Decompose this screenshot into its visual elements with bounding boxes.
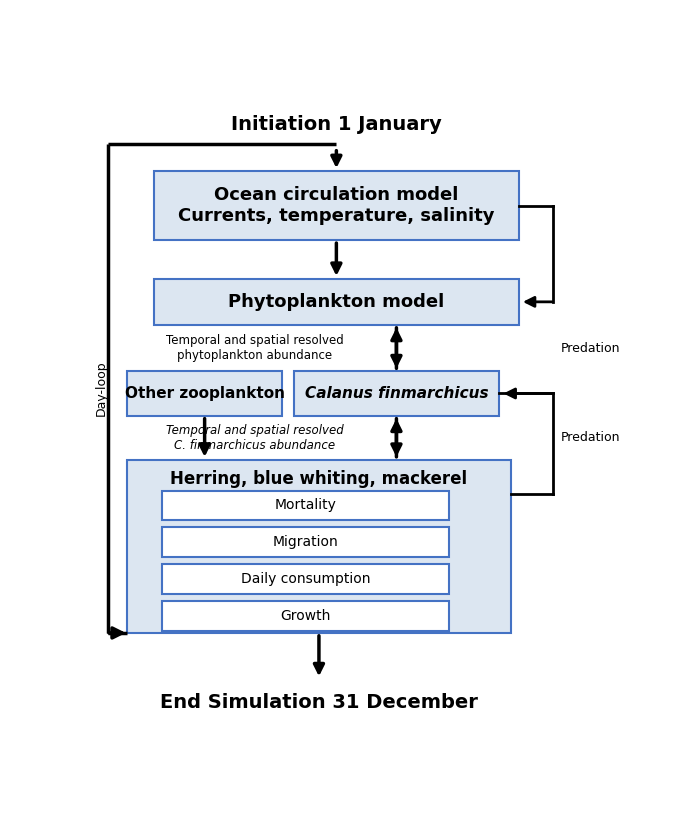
- Text: Predation: Predation: [561, 431, 621, 444]
- Bar: [162, 527, 449, 557]
- Text: Mortality: Mortality: [274, 498, 337, 512]
- Text: End Simulation 31 December: End Simulation 31 December: [160, 693, 478, 711]
- Text: Growth: Growth: [280, 609, 331, 623]
- Bar: [154, 171, 518, 240]
- Bar: [294, 371, 499, 416]
- Bar: [127, 460, 511, 633]
- Text: Predation: Predation: [561, 341, 621, 355]
- Text: Day-loop: Day-loop: [95, 361, 108, 416]
- Text: Calanus finmarchicus: Calanus finmarchicus: [305, 386, 488, 401]
- Text: Daily consumption: Daily consumption: [241, 572, 370, 586]
- Bar: [162, 491, 449, 520]
- Bar: [127, 371, 282, 416]
- Text: Phytoplankton model: Phytoplankton model: [228, 293, 445, 311]
- Bar: [162, 565, 449, 593]
- Text: Initiation 1 January: Initiation 1 January: [231, 115, 441, 134]
- Text: Temporal and spatial resolved
phytoplankton abundance: Temporal and spatial resolved phytoplank…: [166, 334, 344, 362]
- Text: Ocean circulation model
Currents, temperature, salinity: Ocean circulation model Currents, temper…: [178, 186, 495, 225]
- Bar: [162, 601, 449, 631]
- Text: Other zooplankton: Other zooplankton: [124, 386, 285, 401]
- Text: Migration: Migration: [272, 535, 338, 549]
- Text: Herring, blue whiting, mackerel: Herring, blue whiting, mackerel: [170, 470, 468, 488]
- Text: Temporal and spatial resolved
C. finmarchicus abundance: Temporal and spatial resolved C. finmarc…: [166, 424, 344, 452]
- Bar: [154, 279, 518, 325]
